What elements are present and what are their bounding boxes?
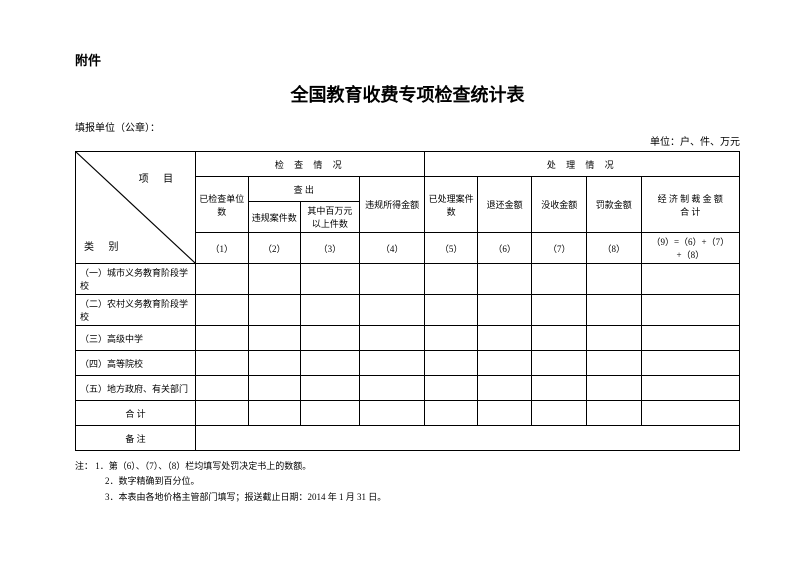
notes-prefix: 注：: [75, 461, 93, 471]
table-row: （五）地方政府、有关部门: [76, 376, 740, 401]
note-1: 1．第（6）、（7）、（8）栏均填写处罚决定书上的数额。: [95, 461, 311, 471]
colnum-1: （1）: [196, 233, 248, 264]
row-label-2: （二）农村义务教育阶段学校: [76, 295, 196, 326]
statistics-table: 项 目 类 别 检 查 情 况 处 理 情 况 已检查单位数 查 出 违规所得金…: [75, 151, 740, 451]
page-title: 全国教育收费专项检查统计表: [75, 81, 740, 107]
colnum-9: （9）=（6）+（7） +（8）: [641, 233, 739, 264]
row-label-3: （三）高级中学: [76, 326, 196, 351]
table-row: （四）高等院校: [76, 351, 740, 376]
col-violation-cases: 违规案件数: [248, 202, 300, 233]
col-found: 查 出: [248, 177, 359, 202]
colnum-5: （5）: [425, 233, 477, 264]
col-sanction-total: 经 济 制 裁 金 额 合 计: [641, 177, 739, 233]
filler-label: 填报单位（公章）：: [75, 119, 160, 134]
col-fine-amount: 罚款金额: [587, 177, 642, 233]
table-row: （二）农村义务教育阶段学校: [76, 295, 740, 326]
colnum-3: （3）: [300, 233, 359, 264]
row-label-4: （四）高等院校: [76, 351, 196, 376]
colnum-4: （4）: [359, 233, 425, 264]
colnum-8: （8）: [587, 233, 642, 264]
unit-label: 单位：户、件、万元: [650, 133, 740, 148]
table-row: （三）高级中学: [76, 326, 740, 351]
col-processed-cases: 已处理案件数: [425, 177, 477, 233]
meta-row: 填报单位（公章）： 单位：户、件、万元: [75, 119, 740, 133]
col-checked-units: 已检查单位数: [196, 177, 248, 233]
diagonal-top-label: 项 目: [139, 170, 180, 185]
group-check-header: 检 查 情 况: [196, 152, 425, 177]
diagonal-header: 项 目 类 别: [76, 152, 196, 264]
attachment-label: 附件: [75, 50, 740, 69]
group-process-header: 处 理 情 况: [425, 152, 740, 177]
col-confiscate-amount: 没收金额: [532, 177, 587, 233]
row-label-total: 合 计: [76, 401, 196, 426]
colnum-7: （7）: [532, 233, 587, 264]
note-2: 2．数字精确到百分位。: [75, 474, 740, 489]
colnum-2: （2）: [248, 233, 300, 264]
col-over-million: 其中百万元以上件数: [300, 202, 359, 233]
col-refund-amount: 退还金额: [477, 177, 532, 233]
table-row-remark: 备 注: [76, 426, 740, 451]
row-label-5: （五）地方政府、有关部门: [76, 376, 196, 401]
colnum-6: （6）: [477, 233, 532, 264]
diagonal-bottom-label: 类 别: [84, 238, 125, 253]
table-row-total: 合 计: [76, 401, 740, 426]
row-label-remark: 备 注: [76, 426, 196, 451]
row-label-1: （一）城市义务教育阶段学校: [76, 264, 196, 295]
col-illegal-amount: 违规所得金额: [359, 177, 425, 233]
table-row: （一）城市义务教育阶段学校: [76, 264, 740, 295]
footnotes: 注： 1．第（6）、（7）、（8）栏均填写处罚决定书上的数额。 2．数字精确到百…: [75, 459, 740, 505]
page: 附件 全国教育收费专项检查统计表 填报单位（公章）： 单位：户、件、万元 项 目: [0, 0, 800, 566]
note-3: 3．本表由各地价格主管部门填写；报送截止日期：2014 年 1 月 31 日。: [75, 490, 740, 505]
